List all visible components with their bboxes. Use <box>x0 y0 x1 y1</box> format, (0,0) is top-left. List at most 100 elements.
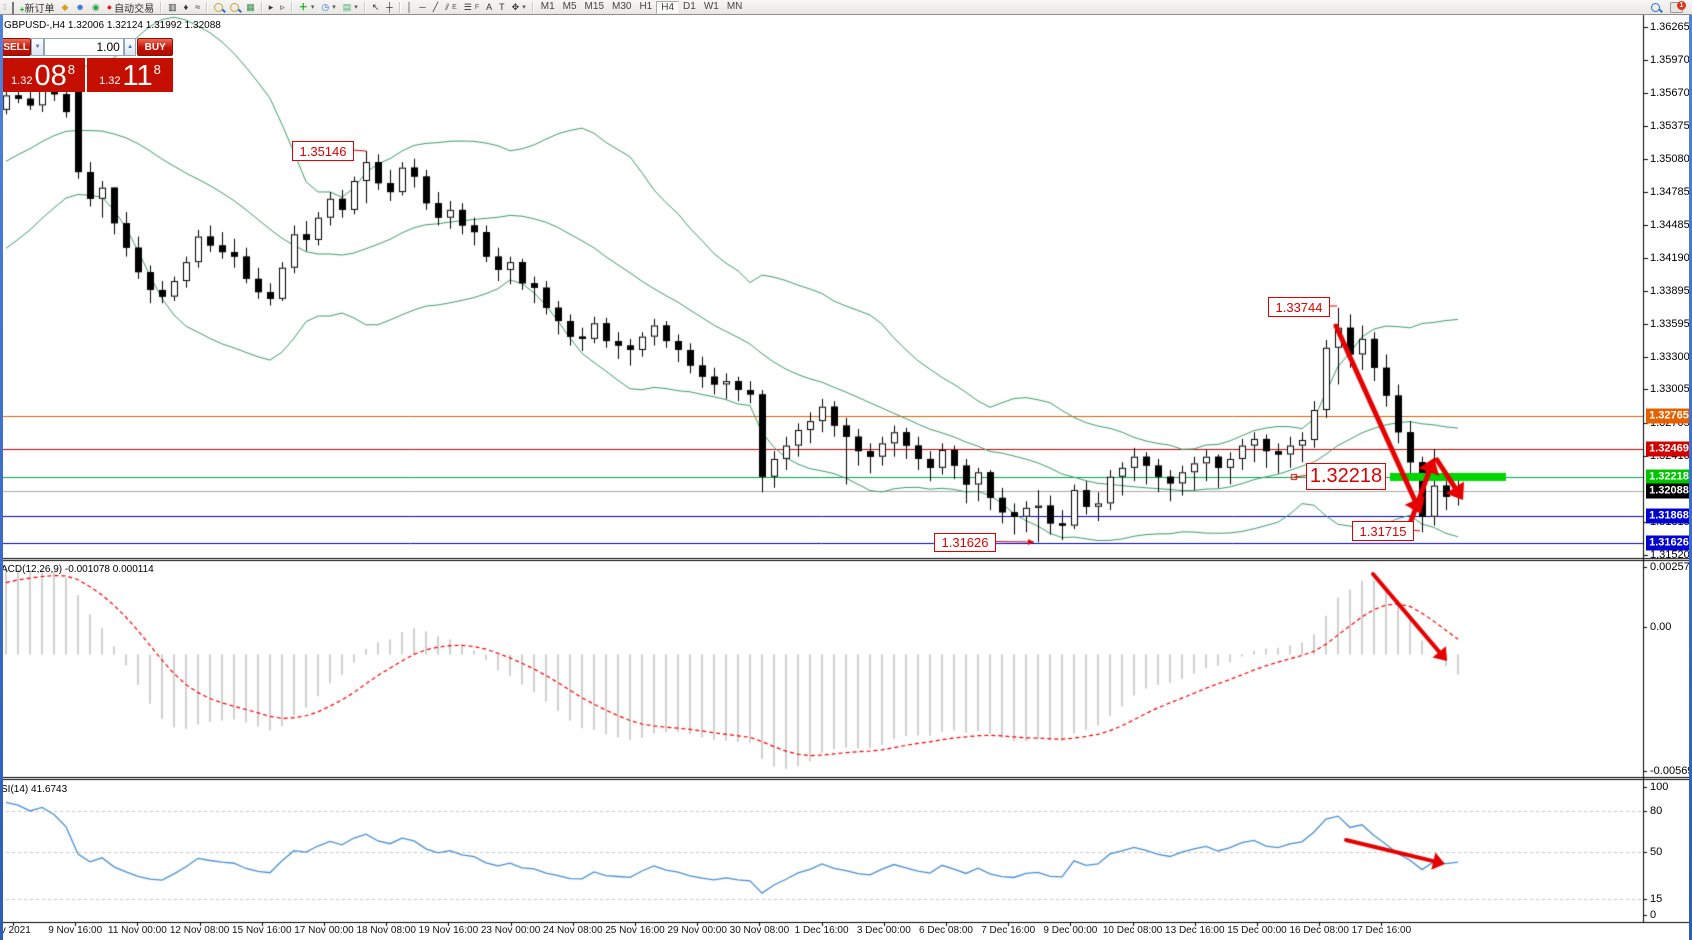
text-label-button[interactable]: T <box>496 1 508 14</box>
time-tick-label: 11 Nov 00:00 <box>108 925 167 936</box>
zoom-in-button[interactable] <box>211 1 226 14</box>
rsi-axis-label: 15 <box>1650 893 1663 905</box>
autotrade-icon: ● <box>106 1 113 12</box>
horizontal-line-button[interactable]: ─ <box>416 1 428 14</box>
notification-badge: 1 <box>1677 0 1686 10</box>
zoom-in-icon <box>214 2 224 12</box>
cursor-button[interactable]: ↖ <box>369 1 383 14</box>
sell-button[interactable]: SELL <box>1 38 32 56</box>
line-chart-icon: ≈ <box>195 1 201 12</box>
autotrade-label: 自动交易 <box>114 3 155 15</box>
candlestick-button[interactable]: ♦ <box>181 1 192 14</box>
volume-input[interactable] <box>43 38 124 56</box>
arrows-button[interactable]: ✥ ▾ <box>509 1 529 14</box>
rsi-indicator-label: SI(14) 41.6743 <box>1 784 68 795</box>
search-button[interactable] <box>1648 1 1663 14</box>
sell-price[interactable]: 1.32 08 8 <box>1 58 86 92</box>
buy-price[interactable]: 1.32 11 8 <box>87 58 173 92</box>
time-tick-label: 25 Nov 16:00 <box>605 925 665 936</box>
horizontal-line-icon: ─ <box>419 1 426 12</box>
sell-price-sup: 8 <box>67 62 75 77</box>
price-tick-label: 1.36265 <box>1650 21 1690 33</box>
timeframe-m30[interactable]: M30 <box>612 1 632 12</box>
time-tick-label: 19 Nov 16:00 <box>418 925 479 936</box>
toolbar-grip[interactable]: ⁞⁞ <box>3 2 7 12</box>
time-tick-label: 10 Dec 08:00 <box>1102 925 1163 936</box>
autotrade-button[interactable]: ● 自动交易 <box>104 1 157 15</box>
crosshair-button[interactable]: ┼ <box>383 1 395 14</box>
timeframe-d1[interactable]: D1 <box>683 1 696 12</box>
vertical-line-button[interactable]: │ <box>404 1 416 14</box>
time-tick-label: 15 Nov 16:00 <box>232 925 292 936</box>
price-annotation[interactable]: 1.35146 <box>292 141 354 161</box>
notifications-button[interactable]: 1 <box>1667 0 1686 14</box>
cursor-icon: ↖ <box>371 1 380 12</box>
auto-scroll-icon: ▸ <box>268 1 274 12</box>
price-tick-label: 1.34485 <box>1650 218 1690 231</box>
buy-price-big: 11 <box>122 60 153 92</box>
zoom-out-icon <box>230 2 240 12</box>
price-tick-label: 1.31520 <box>1650 548 1690 561</box>
separator <box>160 1 163 13</box>
bar-chart-button[interactable]: ▥ <box>165 1 180 14</box>
add-indicator-button[interactable]: ＋ ▾ <box>296 1 318 14</box>
price-tick-label: 1.35670 <box>1650 87 1690 100</box>
rsi-axis-label: 50 <box>1650 846 1663 858</box>
volume-decrease-button[interactable]: ▼ <box>31 38 44 56</box>
price-annotation[interactable]: 1.31715 <box>1352 521 1414 541</box>
subscript-f: F <box>474 3 480 11</box>
price-annotation[interactable]: 1.31626 <box>934 533 996 552</box>
chart-shift-button[interactable]: ▹ <box>277 1 288 14</box>
timeframe-mn[interactable]: MN <box>726 1 743 12</box>
volume-increase-button[interactable]: ▲ <box>123 38 137 56</box>
auto-scroll-button[interactable]: ▸ <box>266 1 277 14</box>
text-button[interactable]: A <box>483 1 495 14</box>
signals-button[interactable]: ◉ <box>89 1 103 14</box>
trendline-button[interactable]: ╱ <box>430 1 441 14</box>
price-tick-label: 1.34785 <box>1650 185 1690 198</box>
subscript-e: E <box>452 3 457 11</box>
timeframe-m5[interactable]: M5 <box>562 1 577 12</box>
vertical-line-icon: │ <box>406 1 413 12</box>
search-icon <box>1651 2 1660 12</box>
timeframe-h1[interactable]: H1 <box>639 1 653 12</box>
new-order-button[interactable]: + 新订单 <box>9 1 57 15</box>
buy-price-sup: 8 <box>153 62 161 77</box>
rsi-axis-label: 80 <box>1650 805 1663 817</box>
new-order-label: 新订单 <box>24 3 55 15</box>
time-tick-label: 12 Nov 08:00 <box>169 925 230 936</box>
timeframe-m15[interactable]: M15 <box>584 1 604 12</box>
channel-button[interactable]: ⫽ E <box>442 1 460 14</box>
candlestick-icon: ♦ <box>183 1 189 12</box>
line-chart-button[interactable]: ≈ <box>192 1 203 14</box>
channel-icon: ⫽ <box>445 1 450 12</box>
separator <box>290 1 293 13</box>
time-tick-label: 17 Dec 16:00 <box>1351 925 1412 936</box>
buy-button[interactable]: BUY <box>137 38 173 56</box>
time-tick-label: 9 Dec 00:00 <box>1043 925 1098 936</box>
profile-button[interactable]: ☻ <box>72 1 87 14</box>
timeframe-m1[interactable]: M1 <box>540 1 555 12</box>
chevron-down-icon: ▾ <box>522 4 526 11</box>
fibonacci-button[interactable]: ☰ F <box>461 1 482 14</box>
notification-icon: 1 <box>1670 0 1686 13</box>
price-annotation[interactable]: 1.33744 <box>1268 297 1330 317</box>
timeframe-h4[interactable]: H4 <box>656 0 680 14</box>
price-badge: 1.31868 <box>1646 508 1692 524</box>
tile-windows-button[interactable]: ▦ <box>243 1 258 14</box>
market-watch-button[interactable]: ◆ <box>58 1 71 14</box>
templates-button[interactable]: ▤ ▾ <box>340 1 361 14</box>
one-click-trading-panel: SELL ▼ ▲ BUY 1.32 08 8 1.32 11 8 <box>1 38 173 92</box>
gold-icon: ◆ <box>61 1 69 12</box>
sell-price-small: 1.32 <box>11 75 33 87</box>
price-annotation[interactable]: 1.32218 <box>1306 463 1386 490</box>
time-tick-label: 9 Nov 16:00 <box>48 925 103 936</box>
add-indicator-icon: ＋ <box>298 1 308 12</box>
timeframe-w1[interactable]: W1 <box>703 1 719 12</box>
clock-icon: ◷ <box>321 1 330 12</box>
periods-button[interactable]: ◷ ▾ <box>318 1 338 14</box>
price-badge: 1.32088 <box>1646 483 1692 499</box>
time-tick-label: 16 Dec 08:00 <box>1289 925 1349 936</box>
zoom-out-button[interactable] <box>227 1 242 14</box>
